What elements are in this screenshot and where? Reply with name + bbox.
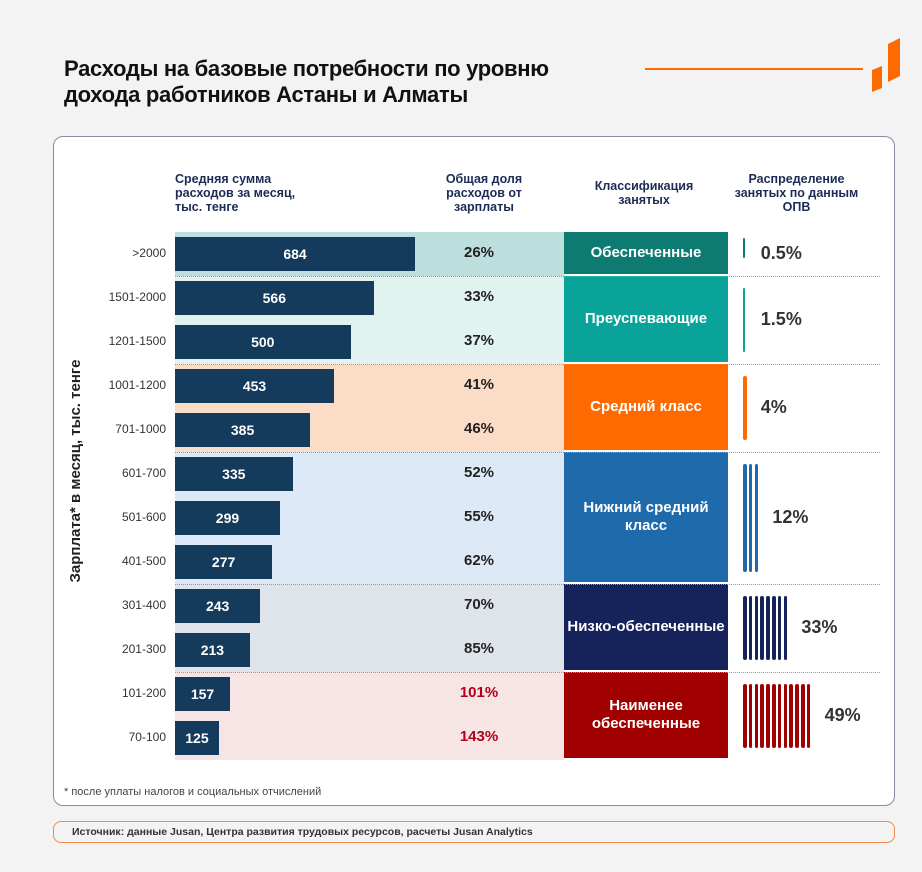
salary-band-label: 501-600 [121,510,166,524]
share-value: 101% [459,684,499,701]
group-separator [175,452,880,453]
distribution-stripe [760,684,764,748]
source-note: Источник: данные Jusan, Центра развития … [53,821,895,843]
salary-band-label: 301-400 [121,598,166,612]
distribution-value: 4% [760,397,787,417]
salary-band-label: 1001-1200 [108,378,166,392]
distribution-stripe [801,684,805,748]
y-axis-label: Зарплата* в месяц, тыс. тенге [67,359,84,583]
distribution-stripe [743,596,747,660]
distribution-stripe [766,684,770,748]
salary-band-label: 201-300 [121,642,166,656]
group-separator [175,584,880,585]
class-label: Нижний средний класс [564,452,728,584]
spending-bar: 299 [175,501,280,535]
share-value: 62% [463,552,495,569]
spending-bar: 566 [175,281,374,315]
header-class: Классификация занятых [594,179,694,207]
distribution-stripe [754,464,759,572]
spending-bar: 243 [175,589,261,623]
distribution-stripe [754,684,759,748]
header-spending: Средняя сумма расходов за месяц, тыс. те… [175,172,296,214]
distribution-value: 12% [772,507,809,527]
distribution-stripe [748,684,753,748]
distribution-stripe [777,596,782,660]
spending-bar: 277 [175,545,273,579]
share-value: 55% [463,508,495,525]
salary-band-label: 70-100 [128,730,166,744]
spending-bar: 684 [175,237,416,271]
share-value: 143% [459,728,499,745]
jusan-logo [872,38,900,92]
distribution-stripe [783,596,788,660]
share-value: 37% [463,332,495,349]
distribution-stripe [748,464,753,572]
distribution-stripe [777,684,782,748]
distribution-value: 49% [824,705,861,725]
spending-bar: 385 [175,413,311,447]
share-value: 46% [463,420,495,437]
chart-card: Средняя сумма расходов за месяц, тыс. те… [53,136,895,806]
header-distribution: Распределение занятых по данным ОПВ [734,172,859,214]
spending-bar: 500 [175,325,351,359]
group-separator [175,276,880,277]
distribution-stripe [743,684,747,748]
salary-band-label: 1201-1500 [108,334,166,348]
share-value: 33% [463,288,495,305]
distribution-stripe [795,684,799,748]
distribution-stripe [754,596,759,660]
distribution-value: 1.5% [760,309,802,329]
spending-bar: 157 [175,677,231,711]
class-label: Наименее обеспеченные [564,672,728,760]
distribution-stripe [772,596,776,660]
distribution-stripe [743,238,745,258]
group-band [175,672,564,760]
group-separator [175,672,880,673]
distribution-stripe [806,684,811,748]
distribution-stripe [772,684,776,748]
group-separator [175,364,880,365]
distribution-stripe [789,684,793,748]
salary-band-label: 1501-2000 [108,290,166,304]
class-label: Преуспевающие [564,276,728,364]
header-share: Общая доля расходов от зарплаты [445,172,523,214]
spending-bar: 213 [175,633,250,667]
share-value: 85% [463,640,495,657]
salary-band-label: 601-700 [121,466,166,480]
distribution-stripe [783,684,788,748]
class-label: Средний класс [564,364,728,452]
footnote: * после уплаты налогов и социальных отчи… [64,786,322,798]
distribution-value: 33% [801,617,838,637]
salary-band-label: >2000 [132,246,166,260]
title-rule [645,68,863,70]
share-value: 26% [463,244,495,261]
share-value: 41% [463,376,495,393]
distribution-value: 0.5% [760,243,802,263]
share-value: 70% [463,596,495,613]
spending-bar: 335 [175,457,293,491]
share-value: 52% [463,464,495,481]
spending-bar: 453 [175,369,334,403]
distribution-stripe [743,464,747,572]
spending-bar: 125 [175,721,219,755]
class-label: Низко-обеспеченные [564,584,728,672]
class-label: Обеспеченные [564,232,728,276]
distribution-stripe [760,596,764,660]
salary-band-label: 101-200 [121,686,166,700]
distribution-stripe [743,288,745,352]
page-title: Расходы на базовые потребности по уровню… [64,56,549,107]
distribution-stripe [766,596,770,660]
distribution-stripe [743,376,747,440]
salary-band-label: 401-500 [121,554,166,568]
distribution-stripe [748,596,753,660]
salary-band-label: 701-1000 [115,422,166,436]
